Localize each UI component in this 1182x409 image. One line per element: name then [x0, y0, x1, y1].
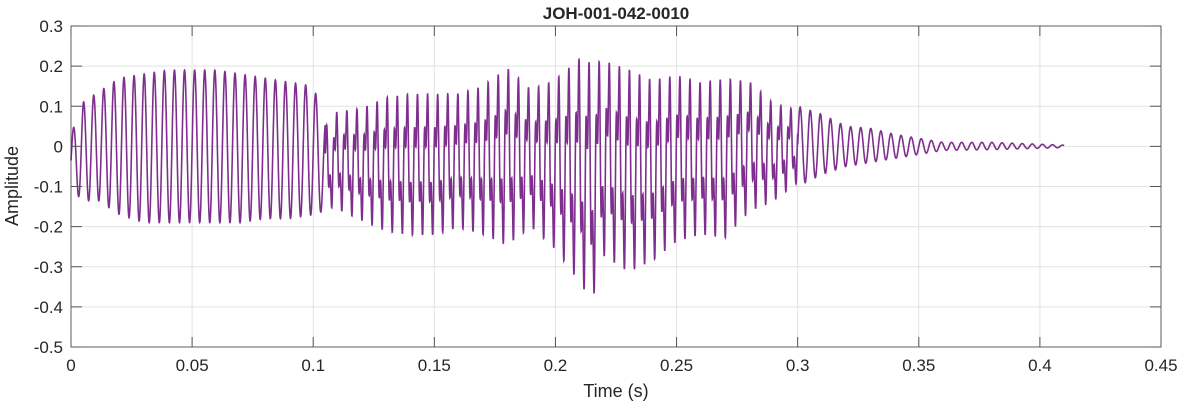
x-tick-label: 0.2: [544, 356, 568, 375]
ticks: 0 0.05 0.1 0.15 0.2 0.25 0.3 0.35 0.4 0.45 0.3 0.2 0…: [34, 17, 1178, 375]
x-tick-label: 0.35: [902, 356, 935, 375]
y-tick-label: 0: [54, 137, 63, 156]
x-axis-label: Time (s): [583, 381, 648, 401]
x-tick-label: 0.25: [660, 356, 693, 375]
y-tick-label: -0.2: [34, 218, 63, 237]
x-tick-label: 0.05: [176, 356, 209, 375]
x-tick-label: 0.1: [301, 356, 325, 375]
x-tick-label: 0.45: [1144, 356, 1177, 375]
series-line: [70, 58, 1065, 294]
x-tick-label: 0.4: [1028, 356, 1052, 375]
y-tick-label: -0.4: [34, 298, 63, 317]
x-tick-label: 0.3: [786, 356, 810, 375]
x-tick-label: 0: [66, 356, 75, 375]
y-tick-label: 0.3: [39, 17, 63, 36]
x-tick-label: 0.15: [418, 356, 451, 375]
y-tick-label: -0.1: [34, 178, 63, 197]
y-tick-label: 0.2: [39, 57, 63, 76]
y-tick-label: -0.5: [34, 338, 63, 357]
y-tick-label: -0.3: [34, 258, 63, 277]
chart-title: JOH-001-042-0010: [543, 4, 689, 23]
y-axis-label: Amplitude: [2, 146, 22, 226]
y-tick-label: 0.1: [39, 97, 63, 116]
